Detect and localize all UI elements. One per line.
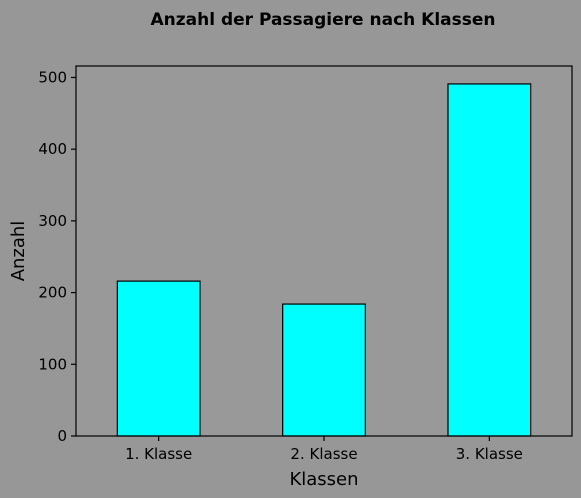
plot-frame xyxy=(75,65,573,437)
y-axis-label: Anzahl xyxy=(8,221,29,282)
bars-group xyxy=(116,83,532,437)
bar-2 xyxy=(282,303,366,437)
y-tick-label: 200 xyxy=(38,284,67,302)
y-tick-label: 0 xyxy=(57,427,67,445)
bar-1 xyxy=(116,280,201,437)
x-axis-ticks: 1. Klasse 2. Klasse 3. Klasse xyxy=(125,436,523,463)
x-tick-label: 1. Klasse xyxy=(125,445,192,463)
y-tick-label: 400 xyxy=(38,140,67,158)
x-tick-label: 2. Klasse xyxy=(290,445,357,463)
y-axis-ticks: 0 100 200 300 400 500 xyxy=(38,68,76,445)
y-tick-label: 300 xyxy=(38,212,67,230)
bar-3 xyxy=(447,83,532,437)
y-tick-label: 500 xyxy=(38,68,67,86)
chart-title: Anzahl der Passagiere nach Klassen xyxy=(150,10,495,30)
x-axis-label: Klassen xyxy=(289,469,358,490)
x-tick-label: 3. Klasse xyxy=(456,445,523,463)
y-tick-label: 100 xyxy=(38,355,67,373)
